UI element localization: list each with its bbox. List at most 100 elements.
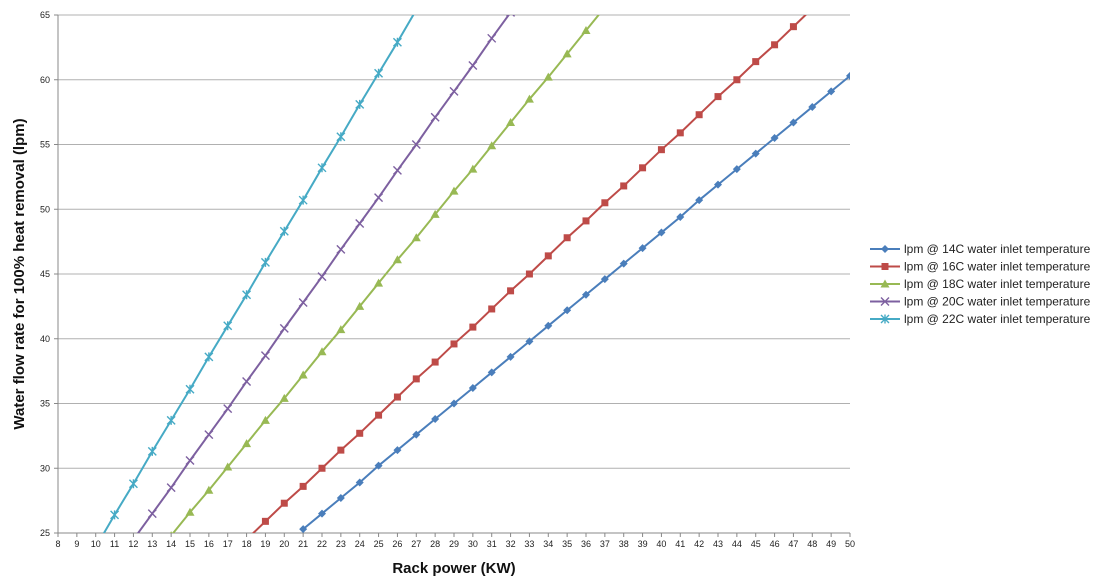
series-4	[102, 15, 415, 533]
data-point	[128, 479, 138, 489]
data-point	[676, 129, 684, 137]
legend-item-1: lpm @ 16C water inlet temperature	[870, 260, 1091, 274]
x-tick-label: 37	[600, 539, 610, 549]
data-point	[185, 455, 195, 465]
data-point	[355, 219, 365, 228]
data-point	[392, 255, 402, 264]
legend-item-0: lpm @ 14C water inlet temperature	[870, 242, 1091, 256]
data-point	[337, 446, 345, 454]
data-point	[242, 290, 252, 300]
x-tick-label: 25	[374, 539, 384, 549]
data-point	[393, 393, 401, 401]
x-tick-label: 20	[279, 539, 289, 549]
y-tick-label: 25	[40, 528, 50, 538]
series-line-2	[171, 15, 600, 533]
data-point	[449, 86, 459, 96]
x-tick-label: 8	[55, 539, 60, 549]
y-axis-title: Water flow rate for 100% heat removal (l…	[11, 118, 28, 429]
data-point	[166, 483, 176, 493]
data-point	[507, 287, 515, 295]
data-point	[562, 49, 572, 58]
data-point	[299, 482, 307, 490]
data-point	[204, 485, 214, 494]
data-point	[639, 164, 647, 172]
data-point	[374, 68, 384, 78]
y-tick-label: 35	[40, 399, 50, 409]
data-point	[468, 164, 478, 173]
x-tick-label: 26	[392, 539, 402, 549]
data-point	[374, 461, 383, 470]
series-line-4	[102, 15, 415, 533]
data-point	[355, 301, 365, 310]
series-group	[102, 3, 850, 533]
data-point	[732, 165, 741, 174]
data-point	[468, 383, 477, 392]
data-point	[506, 117, 516, 126]
x-tick-label: 34	[543, 539, 553, 549]
data-point	[771, 41, 779, 49]
data-point	[298, 370, 308, 379]
data-point	[393, 446, 402, 455]
data-point	[563, 306, 572, 315]
legend-label: lpm @ 16C water inlet temperature	[904, 260, 1091, 274]
data-point	[524, 94, 534, 103]
legend-item-3: lpm @ 20C water inlet temperature	[870, 295, 1091, 309]
x-tick-label: 47	[788, 539, 798, 549]
data-point	[543, 72, 553, 81]
data-point	[789, 23, 797, 31]
x-tick-label: 45	[751, 539, 761, 549]
data-point	[260, 415, 270, 424]
data-point	[582, 290, 590, 299]
x-tick-label: 10	[91, 539, 101, 549]
x-tick-label: 32	[506, 539, 516, 549]
data-point	[223, 404, 233, 414]
data-point	[469, 323, 477, 331]
y-tick-label: 50	[40, 204, 50, 214]
legend-marker	[881, 263, 889, 270]
data-point	[563, 234, 571, 242]
data-point	[185, 384, 195, 394]
data-point	[223, 462, 233, 471]
x-tick-label: 46	[770, 539, 780, 549]
data-point	[525, 337, 534, 346]
data-point	[185, 507, 195, 516]
series-line-0	[302, 75, 850, 530]
data-point	[392, 165, 402, 175]
x-tick-label: 19	[260, 539, 270, 549]
data-point	[827, 87, 836, 96]
x-tick-label: 22	[317, 539, 327, 549]
x-tick-label: 48	[807, 539, 817, 549]
x-tick-label: 11	[110, 539, 119, 549]
x-tick-label: 35	[562, 539, 572, 549]
x-tick-label: 36	[581, 539, 591, 549]
x-tick-label: 39	[638, 539, 648, 549]
series-3	[136, 15, 516, 533]
data-point	[356, 429, 364, 437]
data-point	[638, 244, 647, 253]
x-tick-label: 33	[524, 539, 534, 549]
data-point	[600, 3, 609, 11]
data-point	[147, 509, 157, 519]
data-point	[431, 415, 440, 424]
x-tick-label: 23	[336, 539, 346, 549]
y-tick-label: 45	[40, 269, 50, 279]
x-tick-label: 42	[694, 539, 704, 549]
data-point	[299, 525, 308, 533]
data-point	[204, 430, 214, 440]
data-point	[657, 146, 665, 154]
data-point	[487, 33, 497, 43]
x-tick-label: 28	[430, 539, 440, 549]
x-tick-label: 18	[242, 539, 252, 549]
x-tick-label: 50	[845, 539, 855, 549]
legend-label: lpm @ 20C water inlet temperature	[904, 295, 1091, 309]
legend-marker	[881, 245, 889, 253]
x-tick-label: 27	[411, 539, 421, 549]
data-point	[355, 99, 365, 109]
data-point	[770, 134, 779, 143]
data-point	[695, 111, 703, 119]
y-tick-label: 65	[40, 10, 50, 20]
data-point	[242, 439, 252, 448]
data-point	[317, 163, 327, 173]
x-tick-label: 13	[147, 539, 157, 549]
x-tick-label: 40	[656, 539, 666, 549]
